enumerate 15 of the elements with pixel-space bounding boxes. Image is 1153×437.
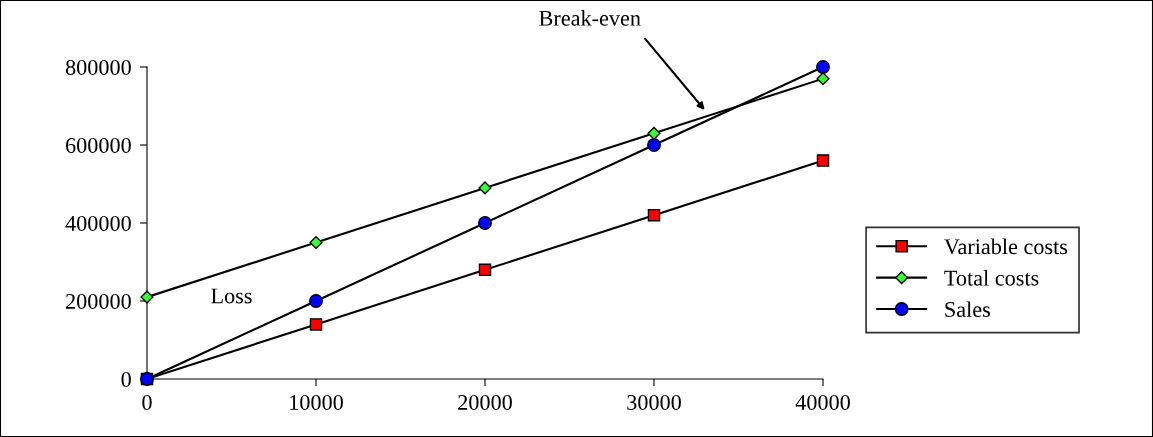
legend-label: Variable costs bbox=[944, 238, 1068, 255]
text: Break-even bbox=[539, 10, 641, 26]
y-tick-label: 400000 bbox=[65, 215, 131, 231]
x-tick-label: 20000 bbox=[458, 394, 512, 410]
x-tick-label: 40000 bbox=[795, 394, 850, 410]
legend-label: Total costs bbox=[944, 269, 1039, 286]
y-tick-label: 600000 bbox=[66, 137, 131, 153]
x-tick-label: 0 bbox=[142, 394, 152, 410]
y-tick-label: 800000 bbox=[65, 59, 131, 75]
y-tick-label: 200000 bbox=[66, 293, 131, 309]
y-tick-label: 0 bbox=[121, 371, 131, 387]
annotation: Loss bbox=[211, 288, 252, 304]
legend-label: Sales bbox=[945, 301, 990, 318]
x-tick-label: 10000 bbox=[290, 394, 343, 410]
x-tick-label: 30000 bbox=[627, 394, 681, 410]
